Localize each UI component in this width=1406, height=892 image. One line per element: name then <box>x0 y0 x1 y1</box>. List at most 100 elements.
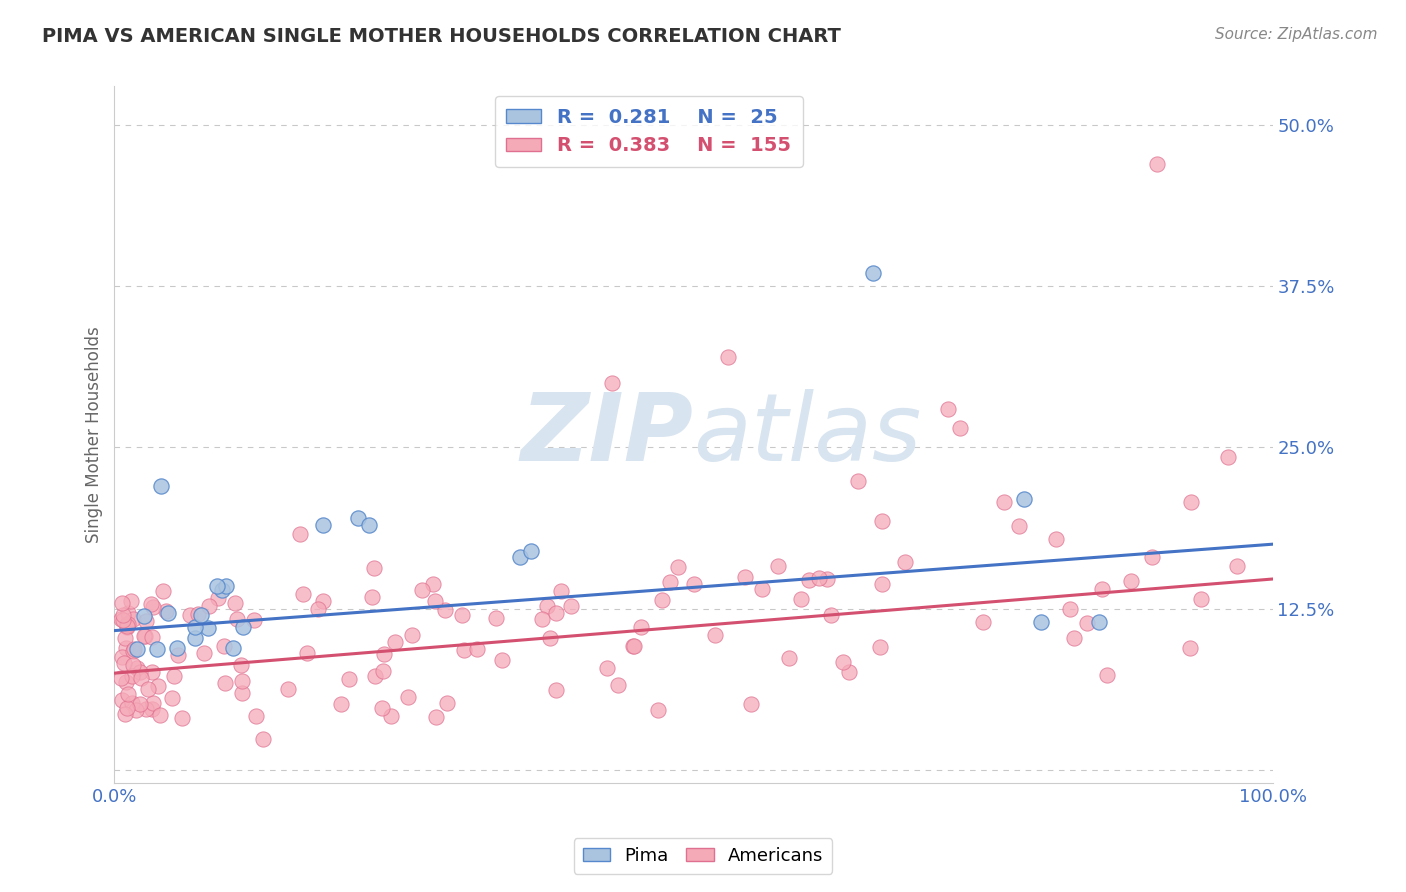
Point <box>125 661 148 675</box>
Point <box>683 577 706 591</box>
Point <box>115 675 138 690</box>
Point <box>751 582 773 596</box>
Point <box>790 591 813 606</box>
Point <box>114 631 136 645</box>
Point <box>846 474 869 488</box>
Point <box>232 620 254 634</box>
Point <box>125 703 148 717</box>
Point <box>870 577 893 591</box>
Text: atlas: atlas <box>693 389 922 480</box>
Point <box>149 479 172 493</box>
Point <box>197 599 219 613</box>
Point <box>734 569 756 583</box>
Point <box>623 639 645 653</box>
Point <box>659 574 682 589</box>
Point <box>1119 574 1142 588</box>
Point <box>520 543 543 558</box>
Point <box>936 401 959 416</box>
Point <box>111 650 134 665</box>
Point <box>166 640 188 655</box>
Point <box>132 608 155 623</box>
Point <box>142 696 165 710</box>
Point <box>145 642 167 657</box>
Point <box>229 657 252 672</box>
Point <box>717 350 740 364</box>
Point <box>1226 558 1249 573</box>
Point <box>141 665 163 680</box>
Point <box>295 646 318 660</box>
Point <box>1140 550 1163 565</box>
Point <box>815 572 838 586</box>
Point <box>423 593 446 607</box>
Point <box>117 701 139 715</box>
Point <box>231 673 253 688</box>
Point <box>121 612 143 626</box>
Point <box>337 672 360 686</box>
Point <box>778 651 800 665</box>
Text: PIMA VS AMERICAN SINGLE MOTHER HOUSEHOLDS CORRELATION CHART: PIMA VS AMERICAN SINGLE MOTHER HOUSEHOLD… <box>42 27 841 45</box>
Point <box>141 597 163 611</box>
Point <box>453 643 475 657</box>
Point <box>115 641 138 656</box>
Point <box>112 656 135 670</box>
Point <box>187 607 209 621</box>
Point <box>436 696 458 710</box>
Point <box>146 679 169 693</box>
Point <box>1045 533 1067 547</box>
Point <box>111 693 134 707</box>
Point <box>190 607 212 622</box>
Point <box>396 690 419 704</box>
Point <box>156 606 179 620</box>
Point <box>114 707 136 722</box>
Point <box>120 594 142 608</box>
Point <box>184 631 207 645</box>
Point <box>1189 592 1212 607</box>
Point <box>560 599 582 613</box>
Point <box>121 644 143 658</box>
Point <box>370 701 392 715</box>
Point <box>226 612 249 626</box>
Point <box>1012 491 1035 506</box>
Point <box>141 630 163 644</box>
Point <box>595 661 617 675</box>
Point <box>1090 582 1112 596</box>
Point <box>127 641 149 656</box>
Point <box>207 591 229 606</box>
Point <box>450 607 472 622</box>
Point <box>704 627 727 641</box>
Point <box>808 571 831 585</box>
Point <box>149 708 172 723</box>
Point <box>1063 631 1085 645</box>
Legend: Pima, Americans: Pima, Americans <box>574 838 832 874</box>
Point <box>311 594 333 608</box>
Point <box>546 606 568 620</box>
Point <box>602 376 624 390</box>
Point <box>162 669 184 683</box>
Point <box>536 599 558 614</box>
Point <box>184 620 207 634</box>
Point <box>360 590 382 604</box>
Point <box>135 702 157 716</box>
Point <box>111 613 134 627</box>
Point <box>411 583 433 598</box>
Point <box>110 671 132 685</box>
Point <box>121 697 143 711</box>
Point <box>621 640 644 654</box>
Point <box>215 579 238 593</box>
Point <box>838 665 860 679</box>
Point <box>832 655 855 669</box>
Point <box>972 615 994 629</box>
Point <box>1076 616 1098 631</box>
Point <box>128 665 150 679</box>
Point <box>1180 495 1202 509</box>
Point <box>630 619 652 633</box>
Point <box>530 611 553 625</box>
Point <box>607 678 630 692</box>
Point <box>214 676 236 690</box>
Point <box>371 664 394 678</box>
Point <box>115 617 138 632</box>
Point <box>211 583 233 598</box>
Point <box>359 517 381 532</box>
Point <box>651 593 673 607</box>
Point <box>117 606 139 620</box>
